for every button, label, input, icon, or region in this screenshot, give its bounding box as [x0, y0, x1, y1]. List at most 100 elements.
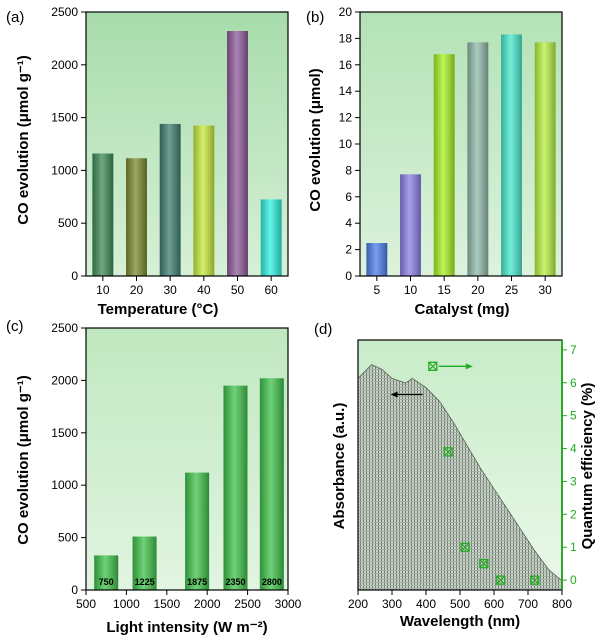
y-tick-label: 10 [339, 137, 353, 151]
y-tick-label: 16 [339, 58, 353, 72]
y-tick-label: 2 [345, 243, 352, 257]
y-tick-label: 1500 [51, 426, 78, 440]
qe-marker [479, 559, 489, 569]
y-tick-label: 5 [570, 409, 577, 423]
y-tick-label: 1 [570, 540, 577, 554]
plot-area-bg [360, 12, 562, 276]
right-axis-arrow-head [465, 363, 473, 370]
x-tick-label: 300 [382, 597, 402, 611]
x-tick-label: 30 [163, 283, 177, 297]
qe-marker [460, 542, 470, 552]
bar-shade [159, 123, 181, 276]
bar-data-label: 1875 [187, 577, 207, 587]
x-tick-label: 3000 [275, 597, 302, 611]
x-axis-label: Temperature (°C) [98, 301, 219, 318]
panel-label: (d) [314, 321, 332, 338]
plot-frame [85, 327, 289, 591]
x-tick-label: 10 [404, 283, 418, 297]
qe-marker-cross [443, 447, 453, 457]
x-axis-label: Light intensity (W m⁻²) [106, 619, 267, 636]
x-tick-label: 25 [505, 283, 519, 297]
bar-shade [366, 243, 388, 276]
y-tick-label: 3 [570, 474, 577, 488]
x-tick-label: 2000 [194, 597, 221, 611]
qe-point [428, 361, 438, 371]
y-tick-label: 500 [58, 216, 78, 230]
x-tick-label: 40 [197, 283, 211, 297]
y-axis-label: CO evolution (μmol g⁻¹) [15, 55, 32, 225]
panel-c: (c) Light intensity (W m⁻²) CO evolution (… [6, 318, 302, 636]
bar-data-label: 2350 [225, 577, 245, 587]
x-tick-label: 20 [130, 283, 144, 297]
x-axis-label: Catalyst (mg) [414, 301, 509, 318]
y-tick-label: 2500 [51, 321, 78, 335]
bar-shade [223, 385, 248, 590]
x-tick-label: 1500 [153, 597, 180, 611]
x-tick-label: 5 [373, 283, 380, 297]
y-axis-label: Absorbance (a.u.) [331, 403, 348, 530]
y-tick-label: 8 [345, 163, 352, 177]
left-axis-arrow-head [390, 391, 398, 398]
qe-point [460, 542, 470, 552]
y-tick-label: 1000 [51, 478, 78, 492]
y-axis-label: CO evolution (μmol g⁻¹) [15, 375, 32, 545]
bar-shade [94, 555, 119, 590]
bar-shade [501, 34, 522, 276]
x-tick-label: 600 [484, 597, 504, 611]
bar-shade [227, 31, 248, 277]
x-tick-label: 500 [76, 597, 96, 611]
bar-shade [193, 125, 215, 277]
bar-shade [400, 174, 421, 276]
x-tick-label: 400 [416, 597, 436, 611]
bar-shade [467, 42, 489, 276]
y-tick-label: 6 [345, 190, 352, 204]
y-tick-label: 18 [339, 31, 353, 45]
y-axis-label: CO evolution (μmol) [307, 68, 324, 211]
bar-data-label: 750 [99, 577, 114, 587]
qe-marker [530, 575, 540, 585]
y-tick-label: 2 [570, 507, 577, 521]
qe-marker-cross [479, 559, 489, 569]
y-tick-label: 4 [570, 442, 577, 456]
y-tick-label: 0 [71, 583, 78, 597]
x-tick-label: 1000 [113, 597, 140, 611]
qe-marker-cross [460, 542, 470, 552]
qe-marker-cross [428, 361, 438, 371]
x-tick-label: 500 [450, 597, 470, 611]
y-tick-label: 14 [339, 84, 353, 98]
y-tick-label: 20 [339, 5, 353, 19]
bar-data-label: 2800 [262, 577, 282, 587]
x-tick-label: 10 [96, 283, 110, 297]
qe-point [479, 559, 489, 569]
plot-frame [85, 11, 289, 277]
qe-marker [428, 361, 438, 371]
y2-axis-label: Quantum efficiency (%) [579, 383, 596, 550]
x-axis-label: Wavelength (nm) [400, 613, 520, 630]
x-tick-label: 50 [231, 283, 245, 297]
panel-label: (c) [6, 318, 24, 335]
x-tick-label: 800 [552, 597, 572, 611]
panel-label: (b) [306, 9, 324, 26]
qe-marker [496, 575, 506, 585]
y-tick-label: 4 [345, 216, 352, 230]
panel-b: (b) Catalyst (mg) CO evolution (μmol) 5 10 15… [306, 5, 563, 318]
y-tick-label: 0 [345, 269, 352, 283]
bar-shade [92, 153, 114, 276]
qe-marker [443, 447, 453, 457]
bar-shade [185, 472, 210, 590]
y-tick-label: 7 [570, 343, 577, 357]
panel-label: (a) [6, 9, 24, 26]
y-tick-label: 0 [570, 573, 577, 587]
y-tick-label: 1000 [51, 163, 78, 177]
qe-marker-cross [496, 575, 506, 585]
bar-shade [132, 536, 157, 590]
y-tick-label: 2500 [51, 5, 78, 19]
bar-shade [534, 42, 556, 276]
y-tick-label: 2000 [51, 373, 78, 387]
y-tick-label: 0 [71, 269, 78, 283]
qe-point [443, 447, 453, 457]
bar-shade [433, 54, 455, 276]
x-tick-label: 60 [264, 283, 278, 297]
panel-d: (d)Wavelength (nm)Absorbance (a.u.)200 30… [314, 321, 596, 630]
